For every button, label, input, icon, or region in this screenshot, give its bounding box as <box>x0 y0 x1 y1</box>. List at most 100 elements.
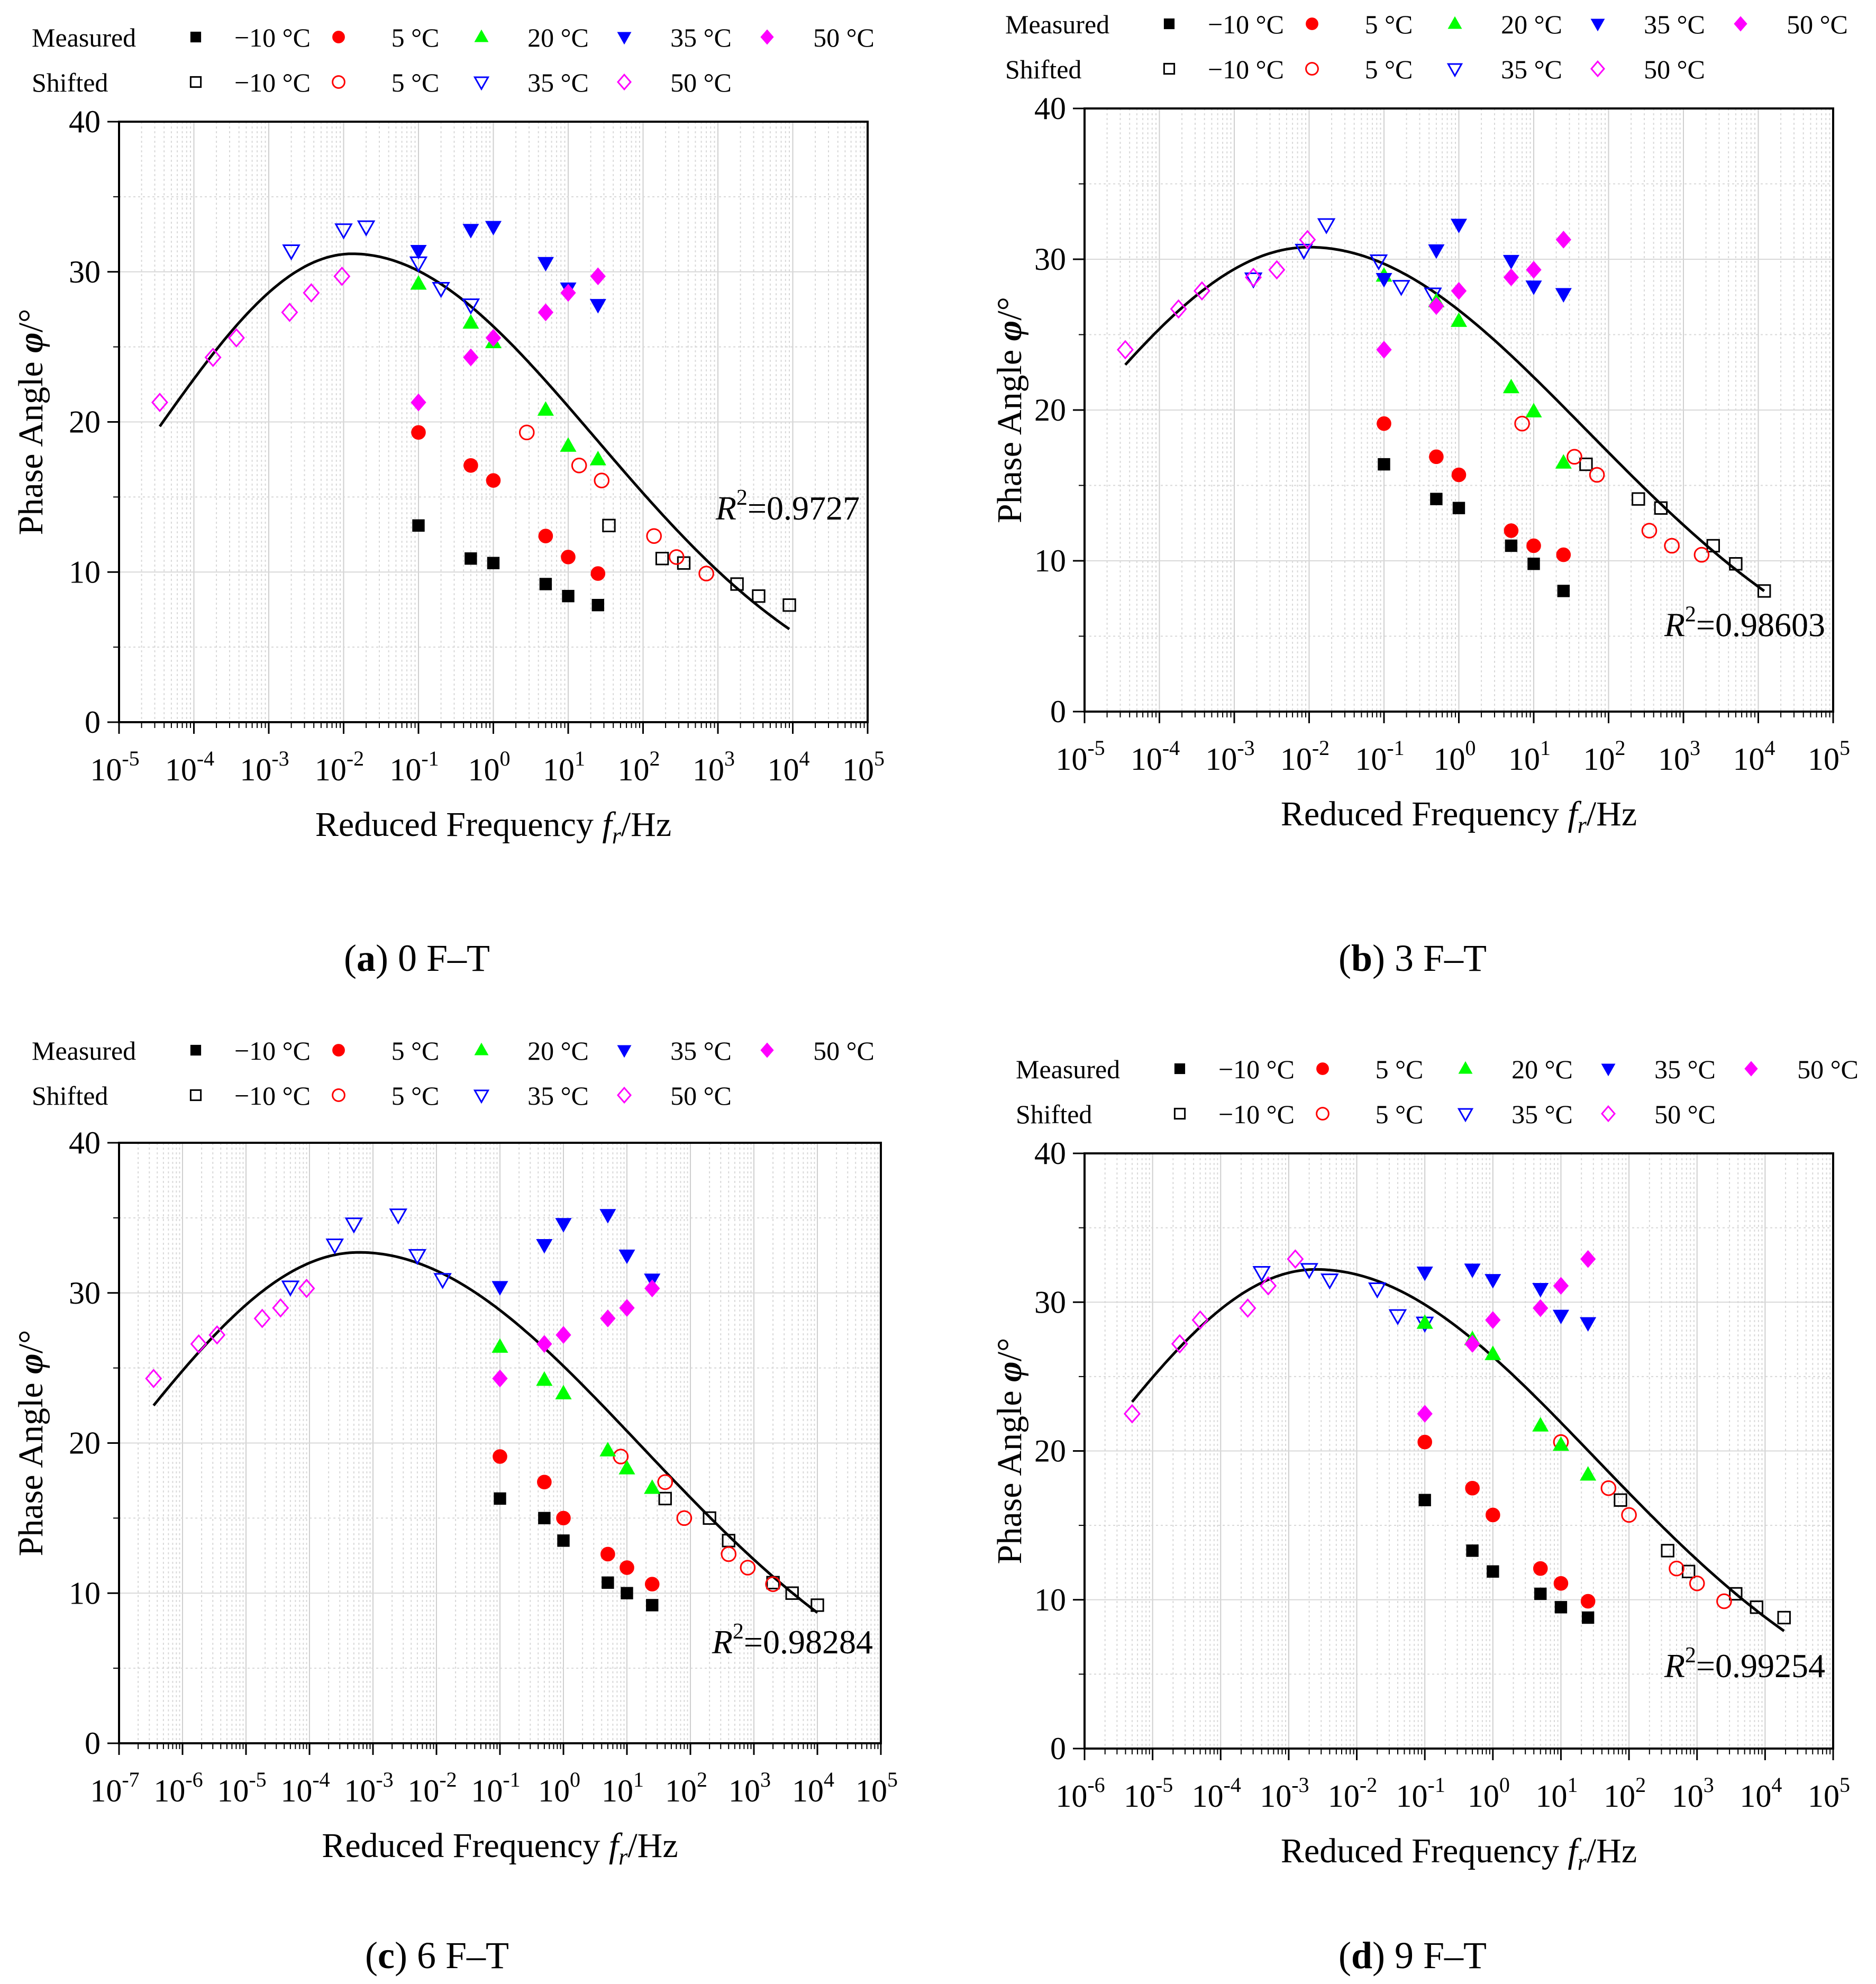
shifted-point-minus10 <box>1757 584 1771 598</box>
legend-marker-measured <box>1174 1063 1186 1075</box>
legend-entry-shifted: 5 °C <box>391 1081 440 1111</box>
measured-point-20 <box>618 1460 635 1475</box>
shifted-point-35 <box>325 1238 344 1255</box>
y-tick-label: 40 <box>69 104 101 139</box>
measured-point-35 <box>589 299 606 314</box>
measured-point-5 <box>486 473 501 488</box>
y-tick-label: 30 <box>69 1276 101 1310</box>
shifted-point-35 <box>1252 1266 1271 1282</box>
shifted-point-50 <box>281 302 298 322</box>
measured-point-minus10 <box>1466 1544 1479 1557</box>
x-tick-label: 104 <box>792 1768 834 1808</box>
measured-point-minus10 <box>1452 502 1465 514</box>
measured-point-5 <box>1486 1507 1500 1523</box>
shifted-point-50 <box>1239 1298 1256 1318</box>
x-tick-label: 10-7 <box>90 1768 139 1808</box>
shifted-point-5 <box>765 1576 781 1592</box>
x-tick-label: 10-4 <box>1192 1773 1241 1814</box>
x-tick-label: 102 <box>1604 1773 1646 1814</box>
x-tick-label: 105 <box>1808 736 1850 777</box>
shifted-point-50 <box>1193 281 1210 301</box>
x-tick-label: 10-3 <box>1205 736 1254 777</box>
legend-marker-measured <box>1447 16 1462 29</box>
shifted-point-50 <box>1260 1276 1277 1296</box>
legend-shifted-label: Shifted <box>1016 1099 1092 1129</box>
measured-point-35 <box>1580 1317 1597 1332</box>
legend-marker-measured <box>190 1044 202 1056</box>
legend-entry-shifted: 35 °C <box>527 68 589 97</box>
x-tick-label: 101 <box>1535 1773 1578 1814</box>
shifted-point-5 <box>1693 547 1710 563</box>
measured-point-minus10 <box>1581 1611 1595 1624</box>
measured-point-50 <box>1428 297 1444 315</box>
measured-point-5 <box>600 1546 615 1562</box>
measured-point-35 <box>599 1209 616 1224</box>
x-tick-label: 10-6 <box>1055 1773 1105 1814</box>
shifted-point-35 <box>1392 280 1410 296</box>
shifted-point-minus10 <box>785 1586 799 1600</box>
measured-point-minus10 <box>1430 493 1443 505</box>
shifted-point-5 <box>1589 467 1605 483</box>
measured-point-20 <box>1555 454 1572 469</box>
caption-b: (b) 3 F–T <box>1338 937 1487 979</box>
measured-point-20 <box>1525 403 1542 417</box>
chart-panel-b: Measured Shifted −10 °C 5 °C 20 °C 35 °C 50 °C… <box>990 10 1850 838</box>
shifted-point-50 <box>190 1334 207 1354</box>
shifted-point-50 <box>1123 1404 1141 1424</box>
legend-marker-shifted <box>617 73 632 91</box>
legend-entry-shifted: −10 °C <box>234 68 311 97</box>
y-tick-label: 30 <box>1034 1285 1066 1319</box>
measured-point-50 <box>1553 1277 1569 1295</box>
shifted-point-35 <box>1244 272 1263 289</box>
x-tick-label: 10-5 <box>90 747 139 787</box>
legend-entry-measured: −10 °C <box>1208 10 1284 39</box>
shifted-point-minus10 <box>703 1511 716 1525</box>
shifted-point-35 <box>357 220 376 237</box>
legend-entry-shifted: 35 °C <box>1511 1099 1573 1129</box>
y-axis-label: Phase Angle φ/° <box>12 1330 50 1557</box>
x-tick-label: 10-2 <box>407 1768 457 1808</box>
y-tick-label: 40 <box>69 1125 101 1160</box>
measured-point-minus10 <box>602 1576 614 1589</box>
x-tick-label: 102 <box>665 1768 707 1808</box>
legend-entry-measured: 20 °C <box>1501 10 1562 39</box>
shifted-point-5 <box>594 472 610 488</box>
x-tick-label: 100 <box>1468 1773 1510 1814</box>
measured-point-minus10 <box>1557 585 1570 597</box>
legend-entry-shifted: 50 °C <box>1644 54 1705 84</box>
legend-entry-measured: 20 °C <box>1511 1054 1573 1084</box>
x-tick-label: 101 <box>602 1768 644 1808</box>
measured-point-50 <box>485 329 502 347</box>
legend-entry-shifted: 35 °C <box>1501 54 1562 84</box>
x-tick-label: 100 <box>538 1768 580 1808</box>
x-tick-label: 102 <box>618 747 660 787</box>
measured-point-35 <box>537 257 554 272</box>
legend-entry-measured: 5 °C <box>1376 1054 1424 1084</box>
shifted-point-5 <box>1669 1560 1684 1577</box>
measured-point-minus10 <box>1505 539 1518 552</box>
shifted-point-35 <box>334 223 353 240</box>
legend-entry-shifted: 5 °C <box>391 68 440 97</box>
shifted-point-minus10 <box>1632 492 1645 506</box>
measured-point-50 <box>536 1335 552 1353</box>
x-tick-label: 10-3 <box>344 1768 393 1808</box>
x-tick-label: 104 <box>1740 1773 1782 1814</box>
shifted-point-35 <box>432 281 450 298</box>
legend-marker-shifted <box>473 1089 490 1104</box>
y-tick-label: 30 <box>1034 242 1066 277</box>
shifted-point-35 <box>344 1217 363 1234</box>
measured-point-5 <box>1526 538 1541 553</box>
measured-point-minus10 <box>557 1534 570 1547</box>
legend-entry-shifted: 50 °C <box>1654 1099 1716 1129</box>
fit-curve <box>1131 1268 1785 1632</box>
measured-point-5 <box>1533 1561 1548 1576</box>
y-tick-label: 20 <box>69 1426 101 1461</box>
y-tick-label: 0 <box>1050 694 1066 729</box>
x-tick-label: 10-1 <box>1355 736 1404 777</box>
legend-entry-measured: 5 °C <box>1365 10 1413 39</box>
x-tick-label: 10-4 <box>1131 736 1180 777</box>
measured-point-minus10 <box>1554 1601 1568 1614</box>
shifted-point-35 <box>1368 1282 1387 1299</box>
y-tick-label: 10 <box>1034 543 1066 578</box>
measured-point-50 <box>538 303 554 322</box>
